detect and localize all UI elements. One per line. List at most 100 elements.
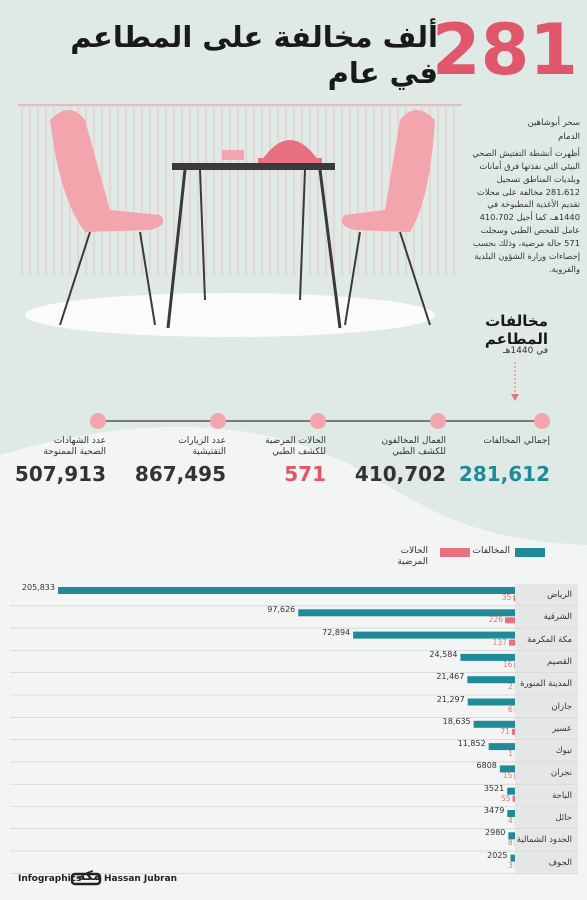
section-title: مخالفات المطاعم	[484, 312, 548, 348]
value-label: 6808	[476, 761, 497, 771]
category-label: الحدود الشمالية	[516, 835, 572, 846]
bar	[511, 728, 515, 735]
value-label: 24,584	[429, 649, 458, 659]
value-label: 21,467	[436, 672, 465, 682]
value-label: 72,894	[322, 627, 351, 637]
footer-logo: مكة	[77, 869, 102, 884]
legend-swatch	[515, 548, 545, 557]
value-label: 226	[488, 615, 503, 625]
bar	[353, 631, 515, 639]
cloche	[262, 140, 318, 160]
bar	[460, 653, 515, 661]
stat-label: عدد الزيارات التفتيشية	[178, 436, 226, 457]
category-label: جازان	[551, 701, 572, 712]
value-label: 2025	[487, 850, 508, 860]
plate	[258, 158, 322, 163]
category-box	[515, 740, 578, 762]
category-box	[515, 784, 578, 806]
category-box	[515, 851, 578, 873]
legend-label: الحالات المرضية	[397, 546, 428, 567]
value-label: 2980	[485, 828, 506, 838]
category-box	[515, 762, 578, 784]
table-leg	[166, 169, 187, 329]
chair-right	[341, 110, 435, 326]
section-subtitle: في 1440هـ	[503, 346, 548, 356]
value-label: 3479	[483, 806, 505, 815]
footer-left: Infographics	[18, 874, 82, 884]
value-label: 11,852	[457, 739, 486, 749]
footer-right: Hassan Jubran	[104, 874, 178, 884]
category-box	[515, 829, 578, 851]
category-box	[515, 695, 578, 717]
table-top	[172, 163, 335, 170]
category-label: القصيم	[547, 656, 572, 667]
category-box	[515, 807, 578, 829]
curve-background	[0, 426, 587, 900]
bar	[499, 765, 515, 773]
category-box	[515, 606, 578, 628]
timeline-dot	[90, 413, 106, 429]
stat-value: 410,702	[354, 462, 446, 486]
category-label: حائل	[555, 813, 572, 823]
chair-leg	[344, 231, 361, 326]
headline-title: ألف مخالفة على المطاعم	[70, 20, 438, 54]
bar	[467, 698, 515, 706]
author: سحر أبوشاهين	[527, 118, 580, 128]
table	[166, 140, 342, 329]
category-box	[515, 584, 578, 606]
value-label: 35	[501, 593, 512, 602]
table-leg	[299, 169, 306, 301]
city: الدمام	[558, 132, 580, 142]
value-label: 2	[508, 682, 513, 692]
bar	[512, 795, 515, 802]
stat-label: العمال المخالفون للكشف الطبي	[381, 436, 446, 457]
bar	[467, 676, 515, 684]
stat-label: الحالات المرضية للكشف الطبي	[265, 436, 326, 457]
timeline-dots	[90, 413, 550, 429]
category-box	[515, 673, 578, 695]
category-label: الجوف	[548, 857, 572, 868]
bar	[508, 832, 515, 840]
bar	[58, 587, 515, 594]
headline-title: في عام	[327, 56, 438, 90]
value-label: 3521	[483, 783, 505, 793]
timeline-dot	[310, 413, 326, 429]
category-box	[515, 650, 578, 673]
value-label: 1	[508, 749, 513, 759]
chair-seat	[341, 110, 435, 232]
chair-seat	[50, 110, 164, 232]
logo-shape	[70, 872, 102, 886]
category-label: الرياض	[547, 590, 572, 600]
timeline-dot	[210, 413, 226, 429]
category-label: الباحة	[552, 790, 572, 801]
category-label: الشرقية	[543, 612, 572, 623]
value-label: 3	[508, 860, 513, 870]
bar	[507, 810, 515, 817]
table-leg	[199, 169, 206, 301]
bar	[505, 617, 515, 624]
value-label: 21,297	[436, 694, 465, 704]
category-label: المدينة المنورة	[520, 679, 572, 690]
headline-number: 281	[431, 9, 578, 91]
value-label: 15	[502, 771, 513, 781]
value-label: 137	[492, 637, 507, 647]
category-label: عسير	[552, 723, 572, 734]
category-label: مكة المكرمة	[527, 634, 572, 645]
value-label: 16	[502, 659, 513, 669]
value-label: 71	[500, 726, 510, 736]
timeline-dot	[430, 413, 446, 429]
value-label: 97,626	[267, 605, 296, 615]
stat-label: عدد الشهادات الصحية الممنوحة	[43, 436, 106, 457]
timeline-dot	[534, 413, 550, 429]
article-body: أظهرت أنشطة التفتيش الصحي البيئي التي نف…	[472, 148, 580, 274]
value-label: 205,833	[21, 583, 55, 592]
stat-value: 507,913	[14, 462, 106, 486]
category-label: تبوك	[555, 746, 572, 757]
stat-value: 571	[284, 462, 326, 486]
bar-chart	[10, 548, 578, 874]
pointer-head	[511, 394, 519, 401]
value-label: 18,635	[442, 716, 471, 726]
bar	[510, 854, 515, 862]
cake	[222, 150, 244, 160]
